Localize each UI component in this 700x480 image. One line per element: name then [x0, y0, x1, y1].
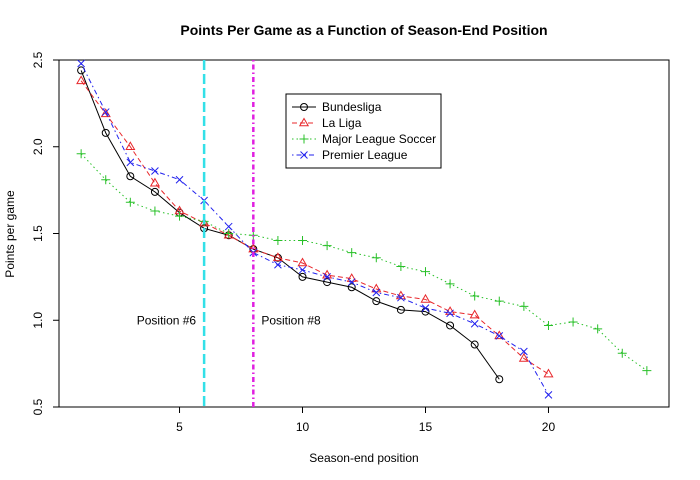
legend-marker-premier-league: [300, 151, 308, 159]
data-point-premier-league: [520, 347, 528, 356]
data-point-major-league-soccer: [125, 197, 135, 207]
data-point-major-league-soccer: [347, 248, 357, 258]
data-point-bundesliga: [101, 128, 110, 137]
data-point-premier-league: [347, 278, 356, 286]
data-point-premier-league: [175, 175, 184, 184]
data-point-la-liga: [518, 352, 529, 362]
data-point-premier-league: [372, 288, 381, 297]
plot-area: 5 10 15 20 0.5 1.0 1.5 2.0 2.5 Position #6 Positio…: [31, 51, 670, 434]
data-point-major-league-soccer: [224, 229, 234, 238]
y-tick-label: 1.0: [31, 312, 45, 329]
series-line-premier-league: [80, 63, 549, 396]
x-tick-label: 20: [542, 420, 556, 434]
data-point-premier-league: [446, 309, 454, 318]
data-point-la-liga: [543, 368, 554, 378]
legend-label-premier-league: Premier League: [322, 148, 408, 162]
data-point-major-league-soccer: [273, 235, 283, 245]
legend-marker-bundesliga: [300, 103, 308, 111]
legend-label-bundesliga: Bundesliga: [322, 100, 382, 114]
data-point-major-league-soccer: [150, 206, 160, 216]
data-point-major-league-soccer: [519, 301, 529, 311]
data-point-premier-league: [544, 391, 553, 399]
y-tick-label: 0.5: [31, 398, 45, 415]
data-point-premier-league: [421, 304, 430, 312]
reference-label-position-8: Position #8: [261, 313, 321, 327]
x-axis-label: Season-end position: [309, 451, 418, 465]
data-point-major-league-soccer: [420, 267, 430, 277]
data-point-major-league-soccer: [371, 253, 381, 263]
data-point-major-league-soccer: [617, 348, 627, 358]
data-point-premier-league: [298, 266, 307, 274]
x-tick-label: 5: [176, 420, 183, 434]
data-point-premier-league: [323, 273, 331, 281]
series-line-major-league-soccer: [80, 153, 648, 371]
data-point-premier-league: [101, 108, 110, 116]
data-point-major-league-soccer: [470, 291, 480, 301]
data-point-la-liga: [223, 229, 234, 239]
data-point-major-league-soccer: [543, 320, 553, 330]
data-point-bundesliga: [126, 172, 135, 181]
data-point-premier-league: [151, 167, 159, 175]
y-tick-label: 1.5: [31, 225, 45, 242]
data-point-la-liga: [420, 293, 431, 303]
data-point-major-league-soccer: [642, 366, 652, 376]
x-tick-label: 10: [296, 420, 310, 434]
legend-marker-major-league-soccer: [299, 134, 309, 144]
data-point-major-league-soccer: [568, 317, 578, 327]
y-tick-label: 2.0: [31, 138, 45, 155]
legend-marker-la-liga: [298, 117, 310, 127]
data-point-bundesliga: [298, 272, 307, 281]
data-point-premier-league: [470, 319, 479, 328]
legend: Bundesliga La Liga Major League Soccer Prem…: [285, 93, 442, 169]
data-point-bundesliga: [347, 283, 356, 292]
data-point-bundesliga: [396, 305, 405, 314]
data-point-major-league-soccer: [76, 149, 86, 159]
data-point-la-liga: [272, 252, 283, 262]
data-point-major-league-soccer: [298, 235, 308, 245]
data-point-la-liga: [100, 108, 111, 118]
data-point-la-liga: [125, 141, 136, 151]
data-point-premier-league: [224, 222, 233, 231]
data-point-la-liga: [199, 217, 210, 227]
data-point-bundesliga: [495, 375, 504, 384]
data-point-la-liga: [149, 177, 160, 187]
y-axis-label: Points per game: [3, 190, 17, 278]
data-point-major-league-soccer: [445, 279, 455, 289]
data-point-bundesliga: [470, 340, 479, 349]
legend-label-major-league-soccer: Major League Soccer: [322, 132, 436, 146]
data-point-major-league-soccer: [396, 261, 406, 271]
data-point-bundesliga: [150, 187, 159, 196]
data-point-bundesliga: [323, 278, 332, 287]
x-tick-label: 15: [419, 420, 433, 434]
reference-label-position-6: Position #6: [137, 313, 197, 327]
data-point-premier-league: [126, 158, 135, 167]
y-tick-label: 2.5: [31, 51, 45, 68]
data-point-major-league-soccer: [593, 324, 603, 334]
data-point-la-liga: [469, 309, 480, 319]
chart-title: Points Per Game as a Function of Season-…: [180, 22, 547, 38]
data-point-major-league-soccer: [322, 241, 332, 251]
series-line-la-liga: [80, 80, 549, 375]
data-point-premier-league: [274, 260, 282, 269]
data-point-major-league-soccer: [101, 175, 111, 185]
data-point-premier-league: [77, 59, 85, 68]
data-point-bundesliga: [372, 297, 381, 306]
data-point-premier-league: [397, 293, 405, 302]
legend-label-la-liga: La Liga: [322, 116, 362, 130]
data-point-premier-league: [495, 332, 504, 340]
legend-box: [285, 93, 442, 169]
data-point-major-league-soccer: [494, 296, 504, 306]
data-point-la-liga: [76, 75, 87, 85]
data-point-la-liga: [297, 257, 308, 267]
data-point-major-league-soccer: [175, 211, 185, 221]
data-point-bundesliga: [446, 321, 455, 330]
